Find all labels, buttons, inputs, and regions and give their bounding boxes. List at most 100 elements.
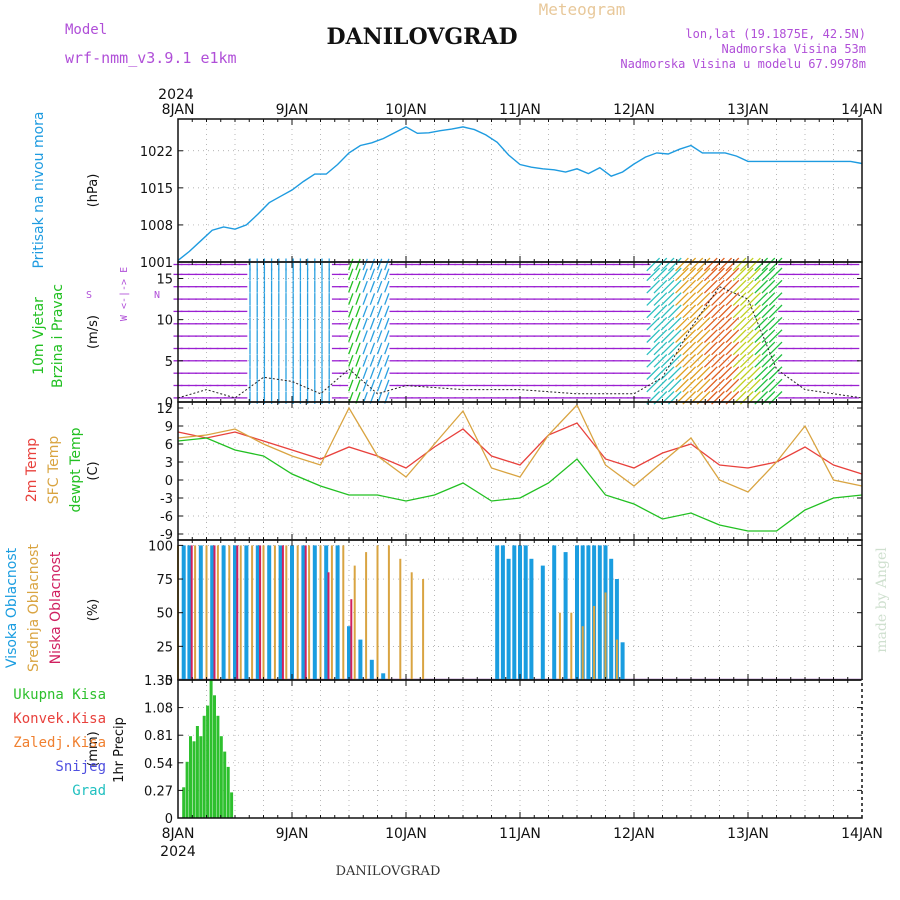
wind-barb	[653, 257, 668, 272]
wind-barb	[362, 354, 368, 367]
bottom-year-label: 2024	[160, 844, 196, 860]
wind-barb	[761, 257, 776, 272]
wind-barb	[747, 329, 761, 343]
top-day-label: 11JAN	[499, 102, 541, 118]
wind-barb	[747, 292, 761, 306]
y-tick-label: -9	[160, 528, 173, 543]
wind-barb	[660, 292, 675, 306]
wind-barb	[754, 329, 769, 343]
wind-barb	[761, 366, 776, 380]
wind-barb	[747, 341, 761, 356]
wind-barb	[732, 354, 747, 368]
page-title: DANILOVGRAD	[326, 24, 517, 50]
y-tick-label: 0.27	[144, 784, 173, 799]
cloud-bar	[228, 545, 231, 680]
wind-barb	[667, 257, 682, 272]
cloud-bar	[563, 552, 568, 680]
wind-barb	[689, 354, 704, 368]
cloud-bar	[308, 545, 311, 680]
wind-barb	[682, 341, 697, 356]
cloud-bar	[518, 545, 522, 680]
wind-barb	[384, 367, 390, 380]
cloud-bar	[181, 545, 186, 680]
cloud-bar	[216, 545, 219, 680]
y-tick-label: 0.54	[144, 757, 173, 772]
cloud-bar	[381, 673, 386, 680]
wind-barb	[711, 304, 725, 319]
wind-barb	[768, 378, 783, 393]
wind-speed-line	[177, 286, 863, 399]
cloud-bar	[304, 545, 307, 680]
wind-barb	[675, 316, 689, 331]
wind-barb	[646, 366, 661, 380]
wind-barb	[384, 305, 390, 318]
wind-barb	[696, 366, 711, 380]
panel-unit: (mm)	[86, 731, 101, 766]
wind-barb	[682, 354, 697, 368]
precip-bar	[202, 715, 206, 818]
precip-legend-item: Zaledj.Kisa	[13, 735, 106, 751]
wind-barb	[675, 341, 689, 356]
wind-barb	[355, 379, 361, 392]
wind-barb	[711, 267, 725, 282]
wind-barb	[768, 366, 783, 380]
wind-barb	[675, 304, 689, 319]
precip-bar	[206, 705, 210, 818]
wind-barb	[667, 316, 682, 331]
top-day-label: 10JAN	[385, 102, 427, 118]
wind-barb	[725, 378, 740, 393]
y-tick-label: 1015	[140, 182, 173, 197]
wind-barb	[369, 305, 376, 318]
wind-barb	[362, 367, 368, 380]
wind-barb	[696, 341, 711, 356]
wind-barb	[718, 279, 733, 294]
wind-barb	[660, 341, 675, 356]
cloud-axis-label: Srednja Oblacnost	[26, 544, 42, 672]
panel-unit: (m/s)	[86, 315, 101, 349]
wind-barb	[376, 305, 383, 318]
precip-bar	[219, 736, 223, 818]
wind-barb	[675, 366, 689, 380]
wind-barb	[689, 292, 704, 306]
wind-barb	[376, 268, 383, 281]
cloud-bar	[213, 545, 216, 680]
wind-barb	[725, 292, 740, 306]
wind-barb	[348, 354, 354, 367]
wind-barb	[703, 329, 718, 343]
wind-barb	[725, 257, 740, 272]
y-tick-label: 10	[156, 314, 173, 329]
y-tick-label: 12	[156, 402, 173, 417]
wind-barb	[660, 354, 675, 368]
bottom-day-label: 8JAN	[162, 826, 195, 842]
wind-barb	[675, 378, 689, 393]
wind-barb	[739, 267, 754, 282]
wind-barb	[718, 366, 733, 380]
cloud-bar	[495, 545, 500, 680]
wind-barb	[369, 342, 376, 355]
cloud-bar	[620, 642, 625, 680]
wind-barb	[348, 317, 354, 330]
wind-barb	[703, 366, 718, 380]
wind-barb	[768, 304, 783, 319]
wind-barb	[768, 354, 783, 368]
wind-barb	[376, 354, 383, 367]
wind-barb	[732, 378, 747, 393]
y-tick-label: 1001	[140, 256, 173, 271]
wind-barb	[362, 280, 368, 293]
wind-barb	[646, 257, 661, 272]
precip-bar	[216, 715, 220, 818]
wind-barb	[682, 329, 697, 343]
wind-barb	[754, 316, 769, 331]
wind-barb	[703, 257, 718, 272]
wind-barb	[689, 257, 704, 272]
wind-barb	[703, 316, 718, 331]
precip-bar	[189, 736, 192, 818]
y-tick-label: 0.81	[144, 729, 173, 744]
wind-barb	[703, 341, 718, 356]
wind-barb	[718, 354, 733, 368]
y-tick-label: 0	[165, 396, 173, 411]
wind-barb	[362, 379, 368, 392]
wind-barb	[761, 292, 776, 306]
wind-barb	[739, 378, 754, 393]
